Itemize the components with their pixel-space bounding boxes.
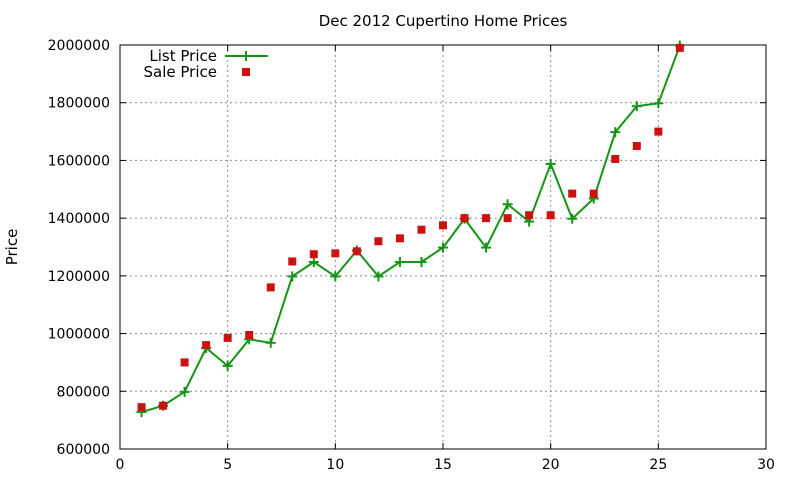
- list-price-point: [438, 242, 448, 253]
- sale-price-point: [482, 214, 491, 223]
- x-tick-label: 0: [116, 457, 125, 473]
- list-price-point: [265, 337, 276, 348]
- sale-price-point: [266, 283, 275, 292]
- list-price-point: [394, 257, 405, 268]
- y-tick-label: 1000000: [48, 327, 110, 343]
- list-price-point: [610, 127, 621, 138]
- legend-marker-sale-price: [242, 68, 250, 76]
- series-layer: [136, 40, 685, 418]
- x-tick-label: 20: [542, 457, 560, 473]
- chart-title: Dec 2012 Cupertino Home Prices: [319, 12, 568, 30]
- sale-price-point: [675, 43, 684, 52]
- y-tick-label: 1200000: [48, 269, 110, 285]
- x-tick-label: 5: [223, 457, 232, 473]
- x-tick-label: 25: [649, 457, 667, 473]
- sale-price-point: [460, 214, 469, 223]
- list-price-point: [545, 158, 556, 169]
- sale-price-point: [288, 257, 297, 266]
- sale-price-point: [654, 127, 663, 136]
- sale-price-point: [589, 189, 598, 198]
- list-price-point: [179, 386, 190, 397]
- sale-price-point: [395, 234, 404, 243]
- x-tick-label: 30: [757, 457, 775, 473]
- list-price-point: [308, 257, 319, 268]
- sale-price-point: [417, 225, 426, 234]
- y-tick-label: 600000: [57, 442, 110, 458]
- sale-price-point: [439, 221, 447, 230]
- list-price-point: [653, 98, 664, 109]
- ticks-layer: 0 5 10 15 20 25 30 600000 800000 1000000 1200000 14…: [48, 38, 775, 473]
- sale-price-point: [568, 189, 577, 198]
- list-price-point: [373, 271, 384, 282]
- sale-price-point: [525, 211, 534, 220]
- list-price-point: [287, 271, 298, 282]
- list-price-point: [567, 213, 578, 224]
- legend-label-sale-price: Sale Price: [144, 63, 217, 81]
- list-price-line: [141, 45, 681, 414]
- sale-price-point: [159, 401, 168, 410]
- list-price-point: [330, 271, 341, 282]
- sale-price-point: [611, 154, 620, 163]
- sale-price-point: [309, 250, 318, 259]
- legend-label-list-price: List Price: [149, 47, 217, 65]
- list-price-point: [631, 101, 642, 112]
- x-tick-label: 10: [326, 457, 344, 473]
- sale-price-point: [374, 237, 383, 246]
- sale-price-point: [632, 142, 641, 150]
- list-price-point: [481, 242, 492, 253]
- sale-price-point: [180, 358, 189, 367]
- sale-price-point: [546, 211, 555, 220]
- sale-price-point: [137, 403, 146, 412]
- y-tick-label: 2000000: [48, 38, 110, 54]
- sale-price-point: [331, 249, 340, 258]
- y-tick-label: 800000: [57, 384, 110, 400]
- y-axis-title: Price: [3, 229, 21, 266]
- sale-price-point: [503, 214, 512, 223]
- y-tick-label: 1800000: [48, 96, 110, 112]
- sale-price-point: [202, 341, 211, 350]
- x-tick-label: 15: [434, 457, 452, 473]
- list-price-point: [222, 360, 233, 371]
- y-tick-label: 1400000: [48, 211, 110, 227]
- sale-price-point: [245, 331, 254, 340]
- sale-price-point: [352, 247, 361, 256]
- y-tick-label: 1600000: [48, 153, 110, 169]
- list-price-point: [502, 199, 513, 210]
- sale-price-point: [223, 333, 232, 342]
- list-price-point: [416, 257, 427, 268]
